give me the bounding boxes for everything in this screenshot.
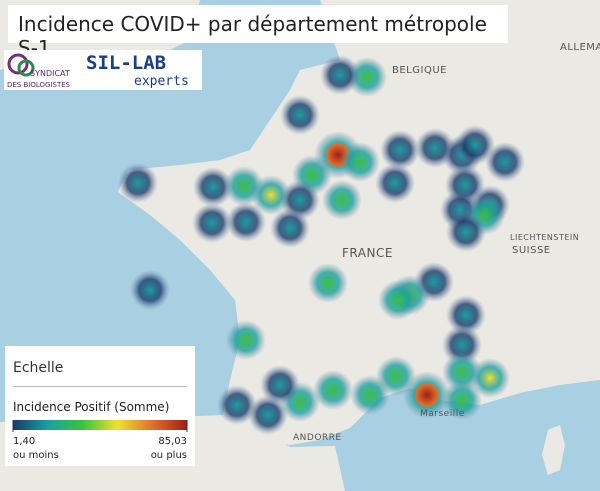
- heat-spot: [280, 95, 320, 135]
- color-scale: [12, 420, 188, 432]
- logos: SYNDICAT DES BIOLOGISTES SIL-LAB experts: [4, 50, 202, 90]
- legend: Echelle Incidence Positif (Somme) 1,40 o…: [5, 346, 195, 466]
- heat-spot: [378, 280, 418, 320]
- heat-spot: [403, 371, 451, 419]
- island: [542, 425, 565, 475]
- map-label: LIECHTENSTEIN: [510, 233, 579, 242]
- heat-spot: [320, 55, 360, 95]
- logo-text: SIL-LAB: [86, 52, 166, 74]
- heat-spot: [375, 163, 415, 203]
- heat-spot: [217, 385, 257, 425]
- map-label: ANDORRE: [293, 433, 342, 443]
- heat-spot: [308, 263, 348, 303]
- heat-spot: [270, 208, 310, 248]
- logo-text: DES BIOLOGISTES: [7, 81, 71, 89]
- title: Incidence COVID+ par département métropo…: [18, 12, 487, 60]
- heat-spot: [226, 202, 266, 242]
- map-label: SUISSE: [512, 245, 551, 256]
- heat-spot: [470, 358, 510, 398]
- map-label: FRANCE: [342, 246, 393, 260]
- map-label: Marseille: [420, 409, 465, 419]
- title-box: Incidence COVID+ par département métropo…: [8, 5, 508, 60]
- heat-spot: [260, 365, 300, 405]
- legend-max: 85,03: [158, 436, 187, 447]
- heat-spot: [322, 180, 362, 220]
- legend-min-note: ou moins: [13, 450, 59, 461]
- legend-min: 1,40: [13, 436, 36, 447]
- heat-spot: [446, 295, 486, 335]
- heat-spot: [192, 203, 232, 243]
- map-label: BELGIQUE: [392, 65, 447, 76]
- map-label: ALLEMA: [560, 42, 600, 53]
- gradient-bar: [13, 420, 187, 430]
- legend-max-note: ou plus: [150, 450, 187, 461]
- logo-text: experts: [134, 74, 189, 89]
- separator: [13, 386, 187, 387]
- heat-spot: [248, 395, 288, 435]
- logo-text: SYNDICAT: [30, 69, 70, 78]
- heat-spot: [380, 130, 420, 170]
- heat-spot: [313, 370, 353, 410]
- legend-title: Echelle: [13, 360, 64, 376]
- heat-spot: [485, 142, 525, 182]
- heat-spot: [193, 167, 233, 207]
- logo-art: SYNDICAT DES BIOLOGISTES SIL-LAB experts: [7, 52, 189, 89]
- legend-measure: Incidence Positif (Somme): [13, 400, 170, 414]
- land: [118, 0, 600, 445]
- heat-spot: [340, 142, 380, 182]
- heat-spot: [446, 212, 486, 252]
- heat-spot: [455, 125, 495, 165]
- heat-spot: [130, 270, 170, 310]
- heat-spot: [226, 320, 266, 360]
- heat-spot: [442, 380, 482, 420]
- heat-spot: [118, 163, 158, 203]
